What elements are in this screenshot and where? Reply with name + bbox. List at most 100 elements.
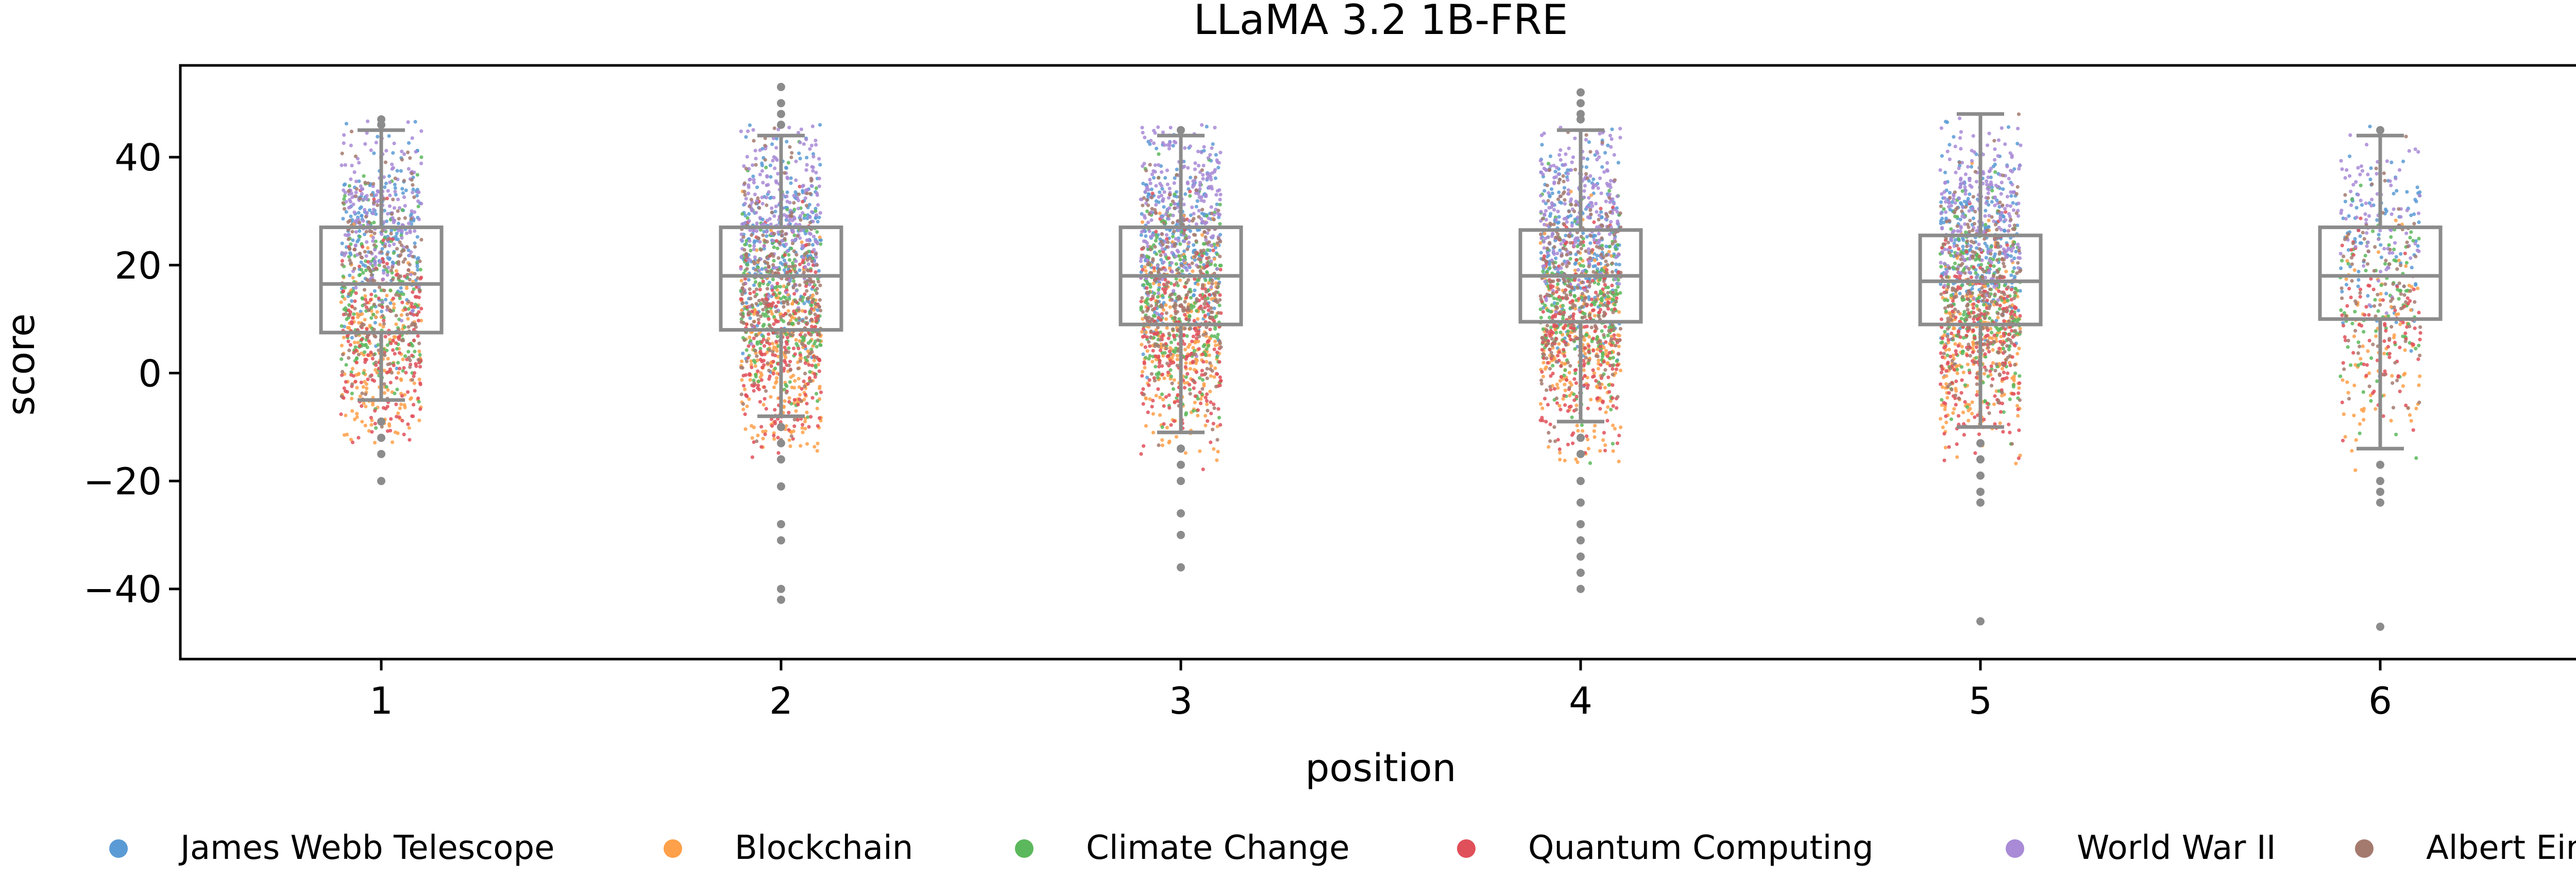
- data-point: [347, 348, 351, 353]
- data-point: [1214, 153, 1218, 157]
- data-point: [789, 176, 793, 180]
- data-point: [1144, 424, 1148, 428]
- data-point: [406, 268, 411, 272]
- data-point: [1140, 342, 1144, 347]
- data-point: [797, 316, 801, 320]
- data-point: [784, 351, 788, 355]
- data-point: [391, 297, 396, 301]
- data-point: [1559, 242, 1563, 246]
- data-point: [341, 295, 345, 299]
- data-point: [380, 257, 385, 261]
- data-point: [1589, 303, 1594, 307]
- data-point: [1598, 176, 1602, 180]
- data-point: [1171, 327, 1175, 331]
- data-point: [1162, 404, 1166, 408]
- data-point: [805, 192, 809, 196]
- data-point: [383, 335, 387, 339]
- data-point: [1144, 234, 1148, 238]
- data-point: [762, 352, 767, 356]
- data-point: [1158, 338, 1162, 342]
- data-point: [806, 262, 810, 266]
- data-point: [1605, 419, 1609, 423]
- data-point: [363, 379, 367, 384]
- data-point: [741, 301, 745, 305]
- data-point: [1194, 204, 1198, 209]
- data-point: [1602, 359, 1606, 364]
- data-point: [814, 170, 818, 175]
- data-point: [354, 356, 359, 361]
- data-point: [762, 385, 766, 389]
- data-point: [1174, 435, 1178, 439]
- data-point: [1142, 196, 1146, 200]
- data-point: [742, 321, 746, 325]
- data-point: [410, 323, 414, 327]
- data-point: [1149, 372, 1154, 376]
- data-point: [1215, 350, 1219, 354]
- data-point: [417, 310, 421, 314]
- data-point: [1213, 246, 1217, 250]
- data-point: [801, 246, 805, 250]
- data-point: [750, 365, 754, 370]
- data-point: [344, 363, 348, 367]
- data-point: [769, 395, 773, 399]
- data-point: [342, 133, 346, 137]
- data-point: [765, 255, 769, 260]
- data-point: [789, 156, 793, 160]
- data-point: [371, 208, 376, 212]
- data-point: [341, 217, 345, 221]
- data-point: [362, 174, 366, 178]
- data-point: [401, 357, 405, 361]
- data-point: [409, 272, 413, 277]
- data-point: [1179, 263, 1183, 268]
- data-point: [784, 290, 788, 295]
- data-point: [804, 316, 808, 320]
- data-point: [762, 260, 767, 264]
- data-point: [739, 267, 743, 271]
- data-point: [1616, 243, 1620, 247]
- data-point: [1198, 181, 1202, 185]
- data-point: [1614, 288, 1618, 292]
- data-point: [817, 157, 821, 161]
- data-point: [1603, 324, 1607, 329]
- data-point: [1609, 137, 1614, 141]
- data-point: [1566, 329, 1570, 333]
- data-point: [748, 291, 752, 296]
- data-point: [752, 181, 756, 185]
- data-point: [1214, 193, 1218, 197]
- data-point: [343, 191, 347, 195]
- data-point: [1598, 449, 1602, 453]
- data-point: [767, 369, 771, 373]
- data-point: [351, 374, 355, 378]
- data-point: [1218, 150, 1223, 154]
- data-point: [347, 326, 351, 330]
- data-point: [806, 415, 810, 419]
- data-point: [1557, 215, 1561, 219]
- data-point: [370, 278, 375, 282]
- data-point: [740, 222, 744, 226]
- data-point: [339, 412, 343, 417]
- data-point: [1182, 231, 1186, 235]
- data-point: [1167, 332, 1171, 336]
- data-point: [400, 208, 404, 212]
- data-point: [799, 127, 803, 131]
- data-point: [808, 339, 812, 343]
- data-point: [402, 403, 406, 407]
- data-point: [381, 238, 385, 243]
- data-point: [417, 285, 421, 289]
- data-point: [1600, 354, 1604, 359]
- data-point: [1578, 308, 1582, 312]
- data-point: [1182, 308, 1187, 313]
- data-point: [1187, 290, 1191, 294]
- data-point: [1171, 199, 1175, 203]
- data-point: [1218, 222, 1222, 226]
- data-point: [1543, 367, 1547, 371]
- data-point: [752, 290, 756, 294]
- data-point: [773, 408, 777, 412]
- data-point: [1568, 257, 1572, 261]
- data-point: [363, 181, 367, 185]
- data-point: [1217, 416, 1221, 420]
- data-point: [1546, 251, 1550, 255]
- data-point: [744, 322, 749, 326]
- data-point: [1608, 185, 1613, 189]
- data-point: [1166, 240, 1170, 244]
